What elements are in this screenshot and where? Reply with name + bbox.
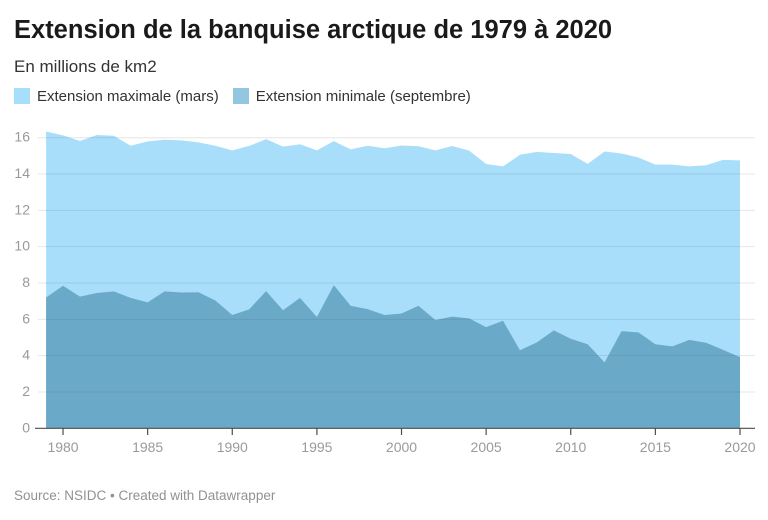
svg-text:2015: 2015 [640,439,671,455]
svg-text:2: 2 [22,383,30,399]
svg-text:16: 16 [14,129,30,145]
svg-text:2000: 2000 [386,439,417,455]
svg-text:2005: 2005 [471,439,502,455]
svg-text:12: 12 [14,201,30,217]
svg-text:8: 8 [22,274,30,290]
svg-text:6: 6 [22,310,30,326]
svg-text:1990: 1990 [217,439,248,455]
svg-text:2020: 2020 [724,439,755,455]
svg-text:1985: 1985 [132,439,163,455]
svg-text:4: 4 [22,347,30,363]
svg-text:1980: 1980 [47,439,78,455]
svg-text:14: 14 [14,165,30,181]
svg-text:2010: 2010 [555,439,586,455]
svg-text:1995: 1995 [301,439,332,455]
svg-text:0: 0 [22,419,30,435]
svg-text:10: 10 [14,238,30,254]
